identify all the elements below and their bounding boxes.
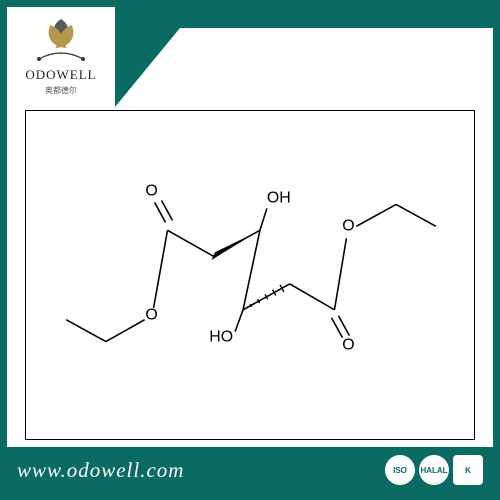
- brand-logo: ODOWELL 奥都德尔: [7, 7, 115, 107]
- atom-label: OH: [267, 189, 291, 206]
- cert-badge: ISO: [385, 455, 415, 485]
- molecule-diagram: OH HO O O O O: [26, 111, 474, 439]
- cert-badge: HALAL: [419, 455, 449, 485]
- molecule-panel: OH HO O O O O: [25, 110, 475, 440]
- atom-label: HO: [209, 329, 233, 346]
- atom-label: O: [145, 307, 157, 324]
- cert-badge: K: [453, 455, 483, 485]
- atom-label: O: [342, 217, 354, 234]
- atom-label: O: [145, 182, 157, 199]
- brand-subtitle-text: 奥都德尔: [45, 85, 77, 95]
- brand-name-text: ODOWELL: [25, 67, 96, 82]
- footer-url: www.odowell.com: [17, 458, 385, 483]
- cert-badge-row: ISOHALALK: [385, 455, 483, 485]
- atom-label: O: [342, 337, 354, 354]
- footer-band: www.odowell.com ISOHALALK: [7, 447, 493, 493]
